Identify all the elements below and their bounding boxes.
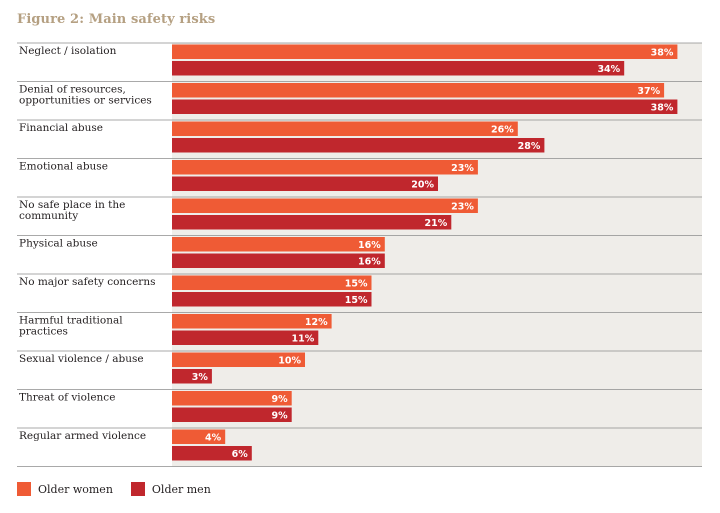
category-label: Physical abuse [19,238,98,250]
category-label: Harmful traditional practices [19,315,123,338]
data-label: 16% [358,257,381,268]
bar-older-women [172,198,478,213]
legend-swatch-older-men [130,482,145,496]
data-label: 20% [411,180,434,191]
bar-older-men [172,253,385,268]
bar-older-men [172,176,438,191]
category-label: Threat of violence [19,392,115,404]
bar-older-men [172,292,372,307]
data-label: 3% [192,372,209,383]
bar-older-women [172,275,372,290]
category-label: Regular armed violence [19,430,146,442]
category-label: Neglect / isolation [19,45,117,57]
legend: Older women Older men [17,482,229,496]
data-label: 34% [597,64,620,75]
bar-older-women [172,121,518,136]
bar-older-women [172,237,385,252]
legend-item-older-men: Older men [130,482,211,496]
data-label: 37% [637,86,660,97]
data-label: 28% [518,141,541,152]
bar-older-men [172,215,452,230]
bar-older-women [172,160,478,175]
data-label: 9% [272,394,289,405]
category-label: No safe place in the community [19,199,125,222]
data-label: 26% [491,125,514,136]
bar-older-women [172,44,678,59]
data-label: 9% [272,411,289,422]
category-label: Sexual violence / abuse [19,353,144,365]
data-label: 12% [305,317,328,328]
bar-older-women [172,314,332,329]
bar-older-women [172,429,226,444]
bar-older-men [172,330,319,345]
bar-older-women [172,391,292,406]
category-label: Emotional abuse [19,161,108,173]
data-label: 10% [278,356,301,367]
legend-swatch-older-women [17,482,31,496]
data-label: 38% [651,48,674,59]
bar-older-women [172,83,665,98]
legend-item-older-women: Older women [17,482,113,496]
bar-older-men [172,369,212,384]
bar-older-men [172,407,292,422]
data-label: 23% [451,163,474,174]
bar-older-women [172,352,305,367]
data-label: 16% [358,240,381,251]
category-label: Denial of resources, opportunities or ser… [19,84,152,107]
bar-older-men [172,99,678,114]
bar-older-men [172,446,252,461]
data-label: 15% [345,295,368,306]
data-label: 6% [232,449,249,460]
data-label: 23% [451,202,474,213]
data-label: 4% [205,433,222,444]
data-label: 15% [345,279,368,290]
data-label: 38% [651,103,674,114]
bar-older-men [172,61,625,76]
category-label: No major safety concerns [19,276,155,288]
legend-label-older-women: Older women [38,482,113,496]
chart-title: Figure 2: Main safety risks [17,12,216,27]
bar-chart: Neglect / isolation 38% 34% Denial of resou… [17,42,702,467]
legend-label-older-men: Older men [151,482,211,496]
bar-older-men [172,138,545,153]
data-label: 11% [292,334,315,345]
data-label: 21% [425,218,448,229]
category-label: Financial abuse [19,122,103,134]
